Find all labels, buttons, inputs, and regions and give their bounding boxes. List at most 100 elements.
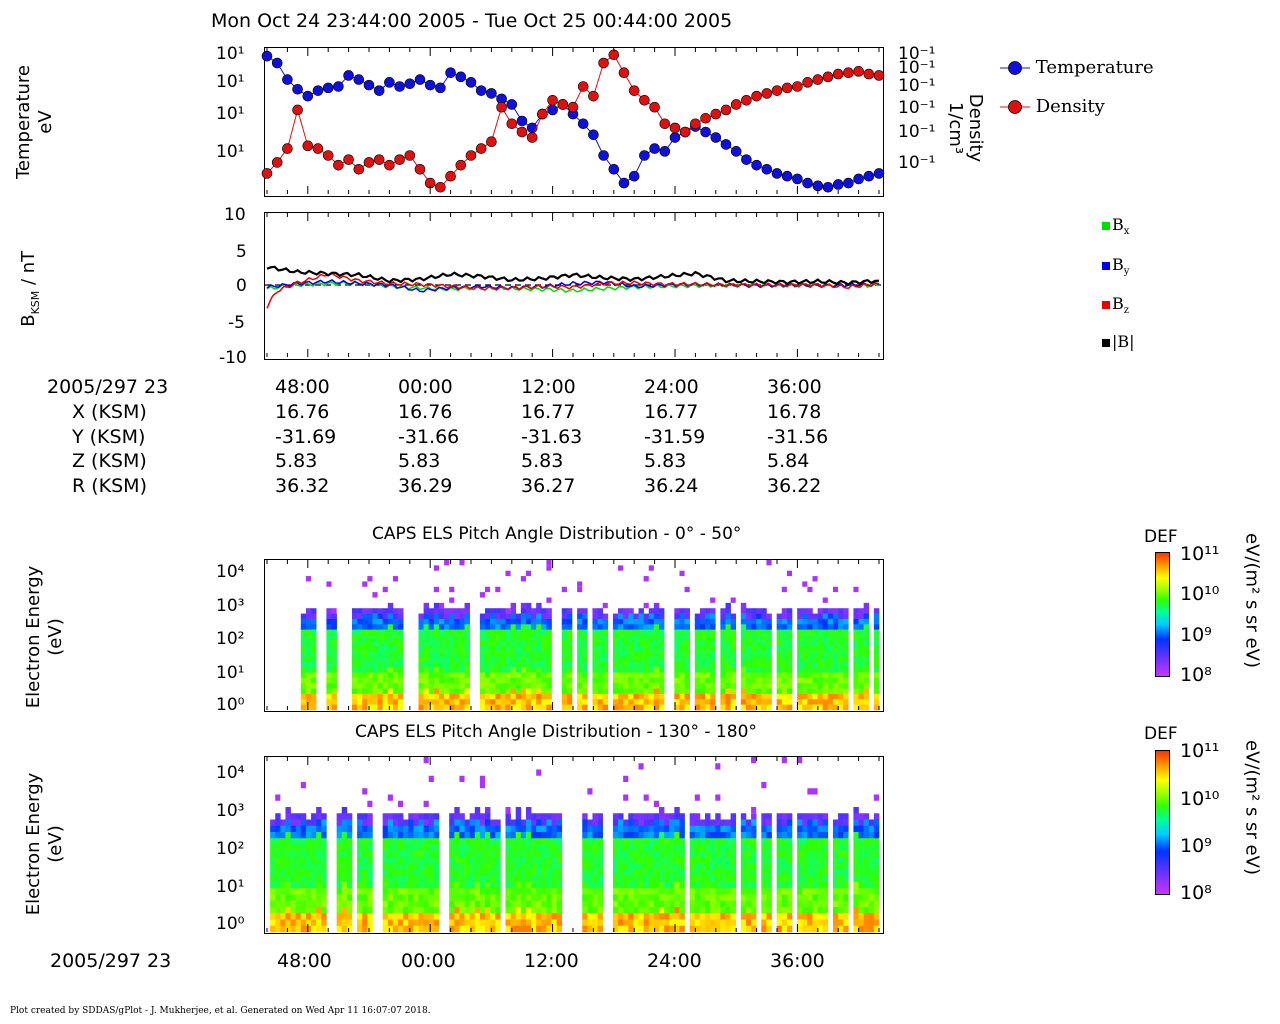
spectrogram-cell: [705, 629, 711, 636]
spectrogram-cell: [761, 640, 767, 647]
spectrogram-cell: [444, 618, 450, 625]
spectrogram-cell: [618, 844, 624, 852]
spectrogram-cell: [653, 688, 660, 695]
spectrogram-cell: [797, 688, 803, 695]
spectrogram-cell: [868, 900, 875, 908]
point-density: [353, 164, 365, 175]
spectrogram-cell: [858, 667, 864, 673]
spectrogram-cell: [802, 693, 808, 700]
spectrogram-cell: [710, 888, 716, 895]
spectrogram-cell: [710, 651, 716, 657]
spectrogram-cell: [566, 651, 573, 657]
spectrogram-cell: [797, 857, 803, 864]
spectrogram-cell: [858, 635, 864, 641]
spectrogram-cell: [357, 882, 363, 889]
spectrogram-cell: [551, 888, 557, 895]
spectrogram-cell: [525, 629, 532, 636]
spectrogram-cell: [612, 688, 619, 695]
spectrogram-cell: [838, 672, 844, 679]
spectrogram-cell: [392, 672, 399, 679]
spectrogram-cell: [643, 925, 650, 933]
spectrogram-cell: [531, 645, 537, 652]
spectrogram-cell: [679, 629, 685, 636]
spectrogram-cell: [705, 608, 711, 614]
spectrogram-cell: [525, 683, 532, 689]
spectrogram-cell: [566, 683, 573, 689]
spectrogram-cell: [280, 913, 286, 920]
spectrogram-cell: [699, 629, 706, 636]
spectrogram-cell: [418, 613, 424, 620]
point-density: [455, 159, 467, 171]
spectrogram-cell: [290, 888, 296, 895]
spectrogram-cell: [592, 863, 598, 870]
spectrogram-cell: [725, 683, 731, 689]
spectrogram-cell: [525, 570, 532, 577]
spectrogram-cell: [525, 645, 532, 652]
spectrogram-cell: [715, 907, 721, 914]
spectrogram-cell: [464, 704, 470, 711]
spectrogram-cell: [505, 813, 511, 820]
spectrogram-cell: [321, 825, 327, 833]
spectrogram-cell: [305, 656, 312, 663]
spectrogram-cell: [270, 919, 276, 927]
spectrogram-cell: [449, 608, 455, 614]
spectrogram-cell: [357, 919, 363, 927]
spectrogram-cell: [531, 832, 537, 839]
spectrogram-cell: [357, 900, 363, 908]
spectrogram-cell: [372, 618, 378, 625]
spectrogram-cell: [351, 699, 358, 705]
spectrogram-cell: [479, 656, 486, 663]
spectrogram-cell: [684, 618, 690, 625]
spectrogram-cell: [658, 900, 665, 908]
spectrogram-cell: [612, 667, 619, 673]
spectrogram-cell: [367, 907, 373, 914]
spectrogram-cell: [745, 838, 752, 845]
spectrogram-cell: [710, 850, 716, 858]
spectrogram-cell: [305, 661, 312, 668]
spectrogram-cell: [515, 863, 522, 870]
spectrogram-cell: [418, 813, 424, 820]
spectrogram-cell: [290, 844, 296, 852]
spectrogram-cell: [357, 699, 363, 705]
spectrogram-cell: [786, 913, 793, 920]
spectrogram-cell: [694, 656, 701, 663]
spectrogram-cell: [423, 661, 430, 668]
spectrogram-cell: [418, 624, 424, 630]
spectrogram-cell: [751, 699, 757, 705]
spectrogram-cell: [357, 888, 363, 895]
spectrogram-cell: [802, 875, 808, 883]
spectrogram-cell: [495, 672, 501, 679]
spectrogram-cell: [807, 913, 813, 920]
spectrogram-cell: [853, 640, 859, 647]
spectrogram-cell: [433, 838, 440, 845]
spectrogram-cell: [382, 688, 389, 695]
spectrogram-cell: [786, 844, 793, 852]
spectrogram-cell: [643, 794, 649, 801]
spectrogram-cells: [300, 560, 880, 711]
spectrogram-cell: [387, 813, 394, 820]
spectrogram-cell: [612, 894, 619, 902]
spectrogram-cell: [423, 882, 430, 889]
spectrogram-cell: [838, 850, 844, 858]
spectrogram-cell: [694, 869, 701, 877]
spectrogram-cell: [720, 888, 726, 895]
spectrogram-cell: [853, 825, 859, 833]
spectrogram-cell: [275, 913, 281, 920]
spectrogram-cell: [781, 869, 788, 877]
spectrogram-cell: [679, 894, 685, 902]
spectrogram-cell: [490, 857, 496, 864]
spectrogram-cell: [459, 640, 465, 647]
spectrogram-cell: [387, 850, 394, 858]
spectrogram-cell: [403, 875, 409, 883]
spectrogram-cell: [797, 683, 803, 689]
spectrogram-cell: [341, 869, 348, 877]
spectrogram-cell: [679, 919, 685, 927]
spectrogram-cell: [556, 907, 563, 914]
spectrogram-cell: [623, 863, 629, 870]
spectrogram-cell: [454, 869, 460, 877]
spectrogram-cell: [336, 894, 343, 902]
spectrogram-cell: [398, 704, 404, 711]
point-density: [312, 143, 324, 154]
eph-z: 5.83: [644, 450, 687, 472]
spectrogram-cell: [827, 677, 834, 684]
